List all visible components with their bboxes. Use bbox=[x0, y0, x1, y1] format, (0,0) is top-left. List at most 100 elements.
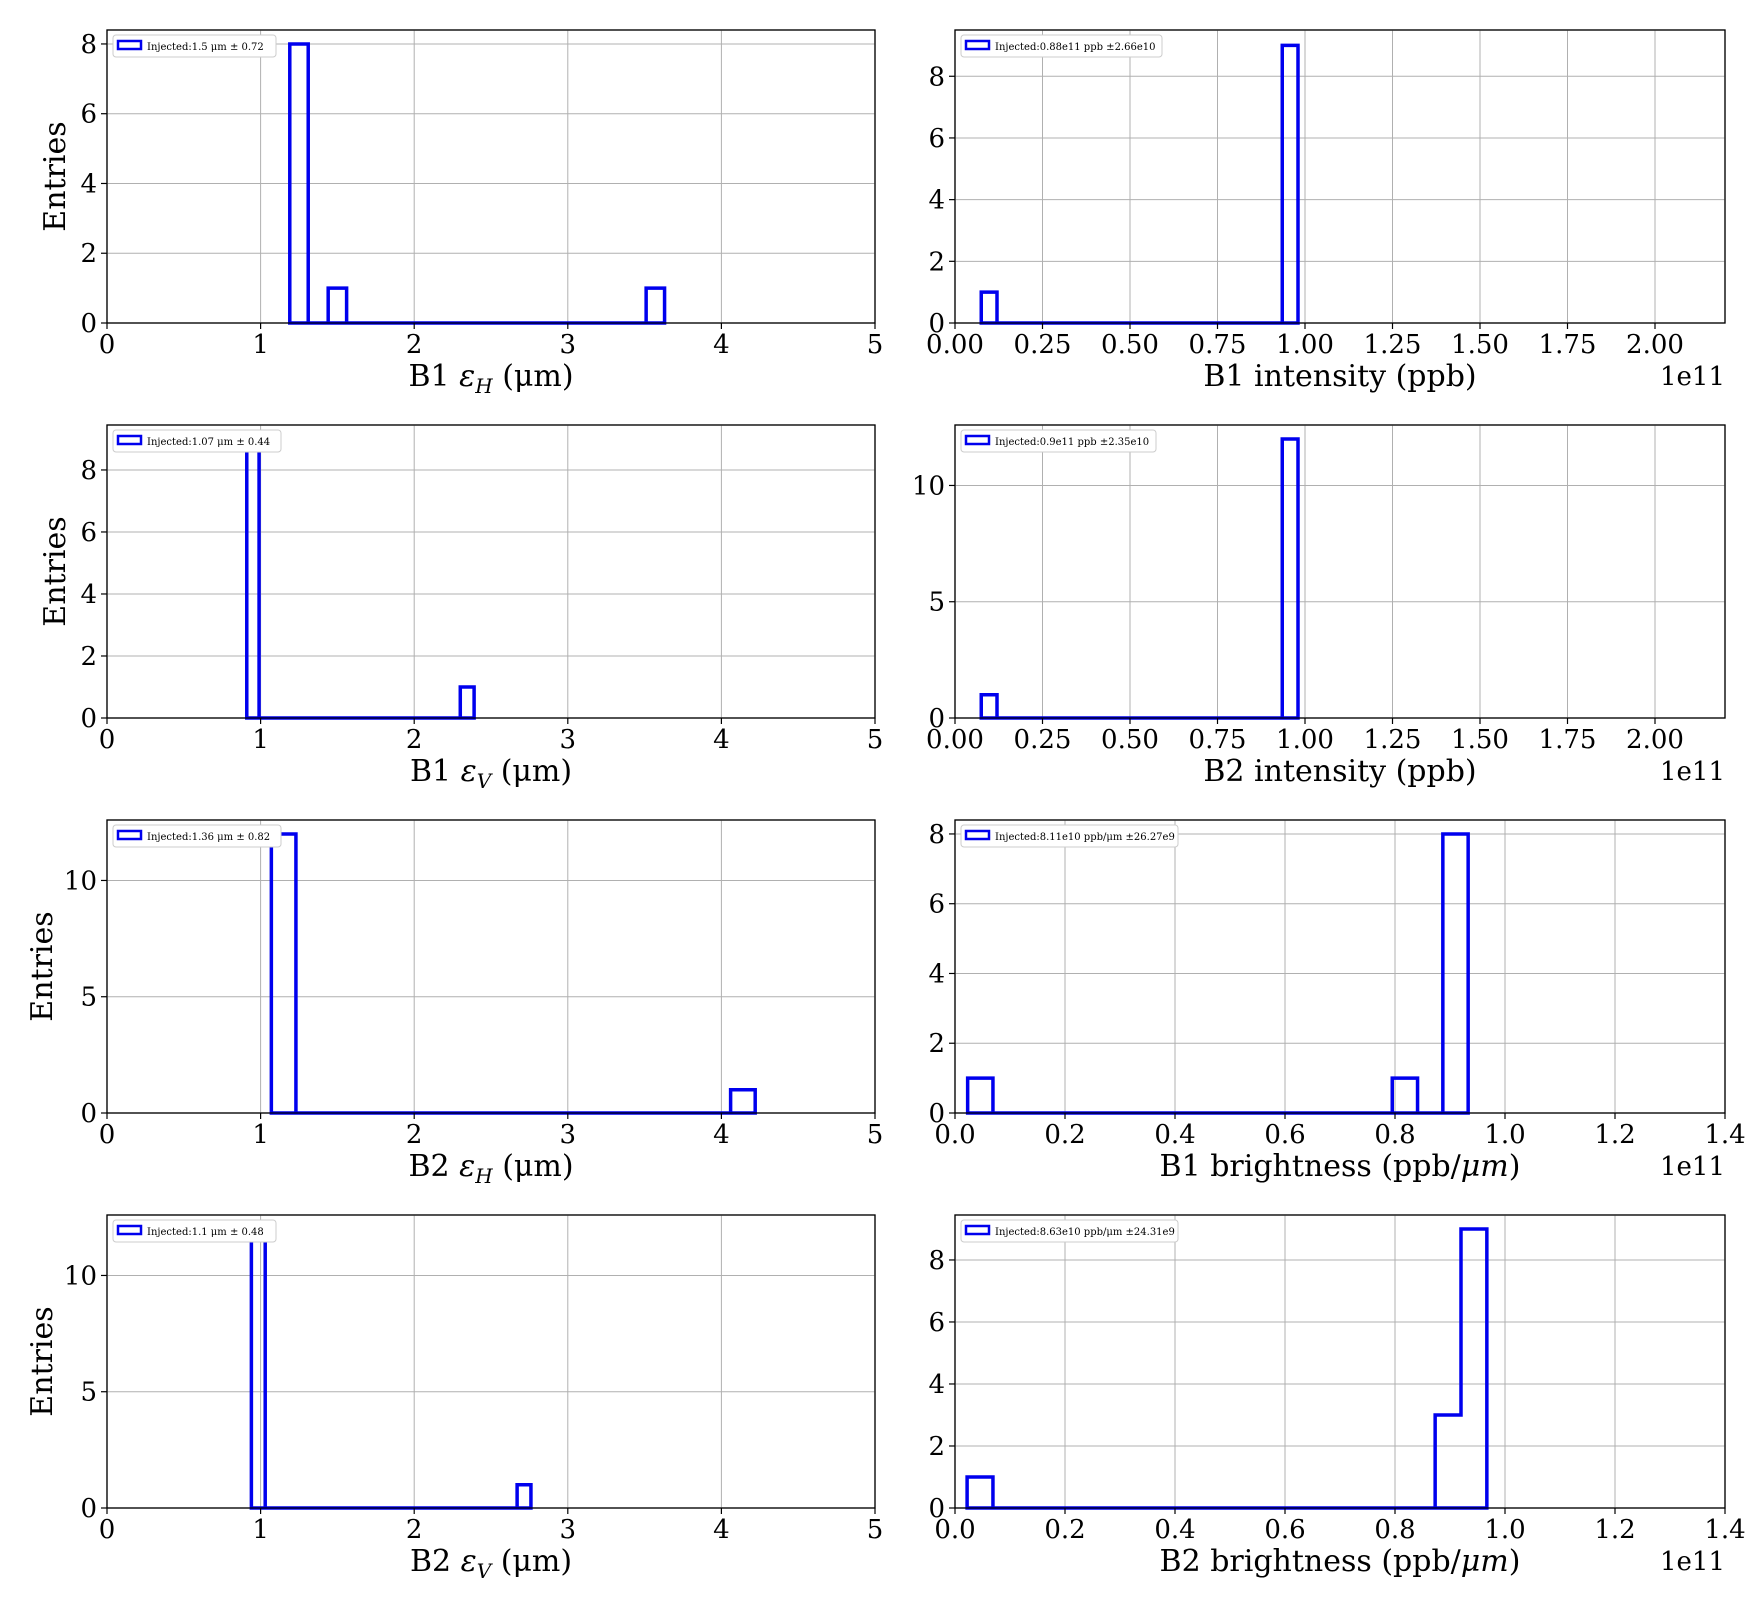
x-tick-label: 0.6 bbox=[1264, 1120, 1305, 1150]
y-tick-label: 4 bbox=[80, 169, 97, 199]
x-axis-label-text: B2 intensity (ppb) bbox=[1203, 754, 1476, 789]
x-tick-label: 0.25 bbox=[1014, 330, 1072, 360]
x-tick-label: 0 bbox=[99, 1120, 116, 1150]
x-tick-label: 1.25 bbox=[1364, 725, 1422, 755]
x-axis-label: B1 brightness (ppb/μm) bbox=[1160, 1149, 1521, 1184]
x-axis-label-unit: (μm) bbox=[491, 1544, 572, 1579]
x-tick-label: 2 bbox=[406, 725, 423, 755]
axes-background bbox=[954, 29, 1726, 324]
y-tick-label: 0 bbox=[928, 309, 945, 339]
x-axis-label-text: B1 brightness (ppb/ bbox=[1160, 1149, 1462, 1184]
x-tick-label: 3 bbox=[560, 330, 577, 360]
x-tick-label: 0.25 bbox=[1014, 725, 1072, 755]
x-offset-label: 1e11 bbox=[1660, 362, 1725, 392]
y-tick-label: 10 bbox=[64, 1261, 97, 1291]
y-axis-label: Entries bbox=[25, 911, 60, 1021]
x-tick-label: 0.00 bbox=[926, 725, 984, 755]
x-axis-label: B2 εH (μm) bbox=[408, 1149, 573, 1188]
x-tick-label: 0 bbox=[99, 330, 116, 360]
legend-box bbox=[960, 1219, 1179, 1243]
y-tick-label: 8 bbox=[928, 1246, 945, 1276]
axes-background bbox=[106, 1214, 876, 1509]
y-tick-label: 8 bbox=[80, 30, 97, 60]
y-tick-label: 10 bbox=[64, 866, 97, 896]
legend-swatch bbox=[116, 39, 143, 51]
x-tick-label: 1.50 bbox=[1451, 330, 1509, 360]
x-offset-label: 1e11 bbox=[1660, 1547, 1725, 1577]
legend-text: Injected:8.63e10 ppb/μm ±24.31e9 bbox=[995, 1227, 1175, 1238]
x-tick-label: 2.00 bbox=[1626, 330, 1684, 360]
x-tick-label: 2 bbox=[406, 1515, 423, 1545]
x-axis-label-unit: (μm) bbox=[493, 359, 574, 394]
x-tick-label: 1 bbox=[252, 1515, 269, 1545]
histogram-panel-6: 0.0 0.2 0.4 0.6 0.8 1.0 1.2 1.4 0 2 4 6 8 B1 brightne… bbox=[928, 819, 1746, 1184]
x-tick-label: 2 bbox=[406, 1120, 423, 1150]
x-axis-label-subscript: H bbox=[474, 374, 493, 398]
legend-text: Injected:0.88e11 ppb ±2.66e10 bbox=[995, 42, 1155, 53]
histogram-panel-8: 0.0 0.2 0.4 0.6 0.8 1.0 1.2 1.4 0 2 4 6 8 B2 brightne… bbox=[928, 1214, 1746, 1579]
y-tick-label: 4 bbox=[928, 959, 945, 989]
legend-box bbox=[960, 34, 1163, 58]
y-tick-label: 5 bbox=[80, 983, 97, 1013]
legend-swatch bbox=[116, 829, 143, 841]
axes-background bbox=[106, 819, 876, 1114]
y-tick-label: 6 bbox=[928, 1308, 945, 1338]
y-tick-label: 8 bbox=[80, 456, 97, 486]
x-tick-label: 4 bbox=[713, 330, 730, 360]
y-tick-label: 4 bbox=[928, 1370, 945, 1400]
legend-box bbox=[112, 1219, 277, 1243]
x-tick-label: 0.8 bbox=[1374, 1515, 1415, 1545]
legend-text: Injected:0.9e11 ppb ±2.35e10 bbox=[995, 437, 1149, 448]
histogram-panel-2: 0.00 0.25 0.50 0.75 1.00 1.25 1.50 1.75 2.00 0 2 4 6… bbox=[926, 29, 1726, 394]
x-tick-label: 1 bbox=[252, 725, 269, 755]
legend-swatch bbox=[964, 39, 991, 51]
y-axis-label: Entries bbox=[25, 1306, 60, 1416]
legend-text: Injected:1.5 μm ± 0.72 bbox=[147, 42, 264, 53]
y-tick-label: 2 bbox=[80, 239, 97, 269]
x-axis-label-text: B2 bbox=[410, 1544, 461, 1579]
y-axis-label: Entries bbox=[38, 516, 73, 626]
x-axis-label-unit: (μm) bbox=[491, 754, 572, 789]
x-axis-label-symbol: μm bbox=[1461, 1149, 1509, 1184]
x-tick-label: 1 bbox=[252, 1120, 269, 1150]
y-tick-label: 6 bbox=[80, 100, 97, 130]
legend-swatch bbox=[964, 434, 991, 446]
x-tick-label: 1.4 bbox=[1704, 1120, 1745, 1150]
y-tick-label: 6 bbox=[928, 124, 945, 154]
x-tick-label: 0.00 bbox=[926, 330, 984, 360]
x-tick-label: 1.2 bbox=[1594, 1120, 1635, 1150]
x-tick-label: 1.4 bbox=[1704, 1515, 1745, 1545]
x-tick-label: 4 bbox=[713, 725, 730, 755]
axes-frame bbox=[954, 819, 1726, 1114]
x-tick-label: 3 bbox=[560, 725, 577, 755]
axes-frame bbox=[954, 1214, 1726, 1509]
axes-frame bbox=[106, 29, 876, 324]
x-axis-label-symbol: ε bbox=[459, 359, 475, 394]
y-tick-label: 2 bbox=[928, 1432, 945, 1462]
histogram-panel-7: 0 1 2 3 4 5 0 5 10 B2 εV (μm) Entries Injected:1.1 … bbox=[25, 1214, 883, 1583]
y-tick-label: 0 bbox=[80, 704, 97, 734]
y-tick-label: 5 bbox=[80, 1378, 97, 1408]
x-tick-label: 0.4 bbox=[1154, 1120, 1195, 1150]
x-tick-label: 1.0 bbox=[1484, 1515, 1525, 1545]
x-tick-label: 0.8 bbox=[1374, 1120, 1415, 1150]
x-tick-label: 2.00 bbox=[1626, 725, 1684, 755]
x-tick-label: 4 bbox=[713, 1120, 730, 1150]
x-axis-label-unit: (μm) bbox=[493, 1149, 574, 1184]
histogram-panel-5: 0 1 2 3 4 5 0 5 10 B2 εH (μm) Entries Injected:1.36… bbox=[25, 819, 883, 1188]
histogram-panel-1: 0 1 2 3 4 5 0 2 4 6 8 B1 εH (μm) Entries Injected:1.5… bbox=[38, 29, 884, 398]
x-tick-label: 1.2 bbox=[1594, 1515, 1635, 1545]
x-tick-label: 1.25 bbox=[1364, 330, 1422, 360]
y-tick-label: 0 bbox=[928, 704, 945, 734]
x-axis-label: B2 εV (μm) bbox=[410, 1544, 572, 1583]
x-axis-label: B1 εH (μm) bbox=[408, 359, 573, 398]
x-tick-label: 0.75 bbox=[1189, 725, 1247, 755]
y-tick-label: 0 bbox=[928, 1099, 945, 1129]
x-tick-label: 5 bbox=[867, 330, 884, 360]
x-tick-label: 0.6 bbox=[1264, 1515, 1305, 1545]
x-axis-label-symbol: ε bbox=[461, 1544, 477, 1579]
y-tick-label: 2 bbox=[80, 642, 97, 672]
x-axis-label-symbol: ε bbox=[459, 1149, 475, 1184]
legend-box bbox=[112, 34, 277, 58]
